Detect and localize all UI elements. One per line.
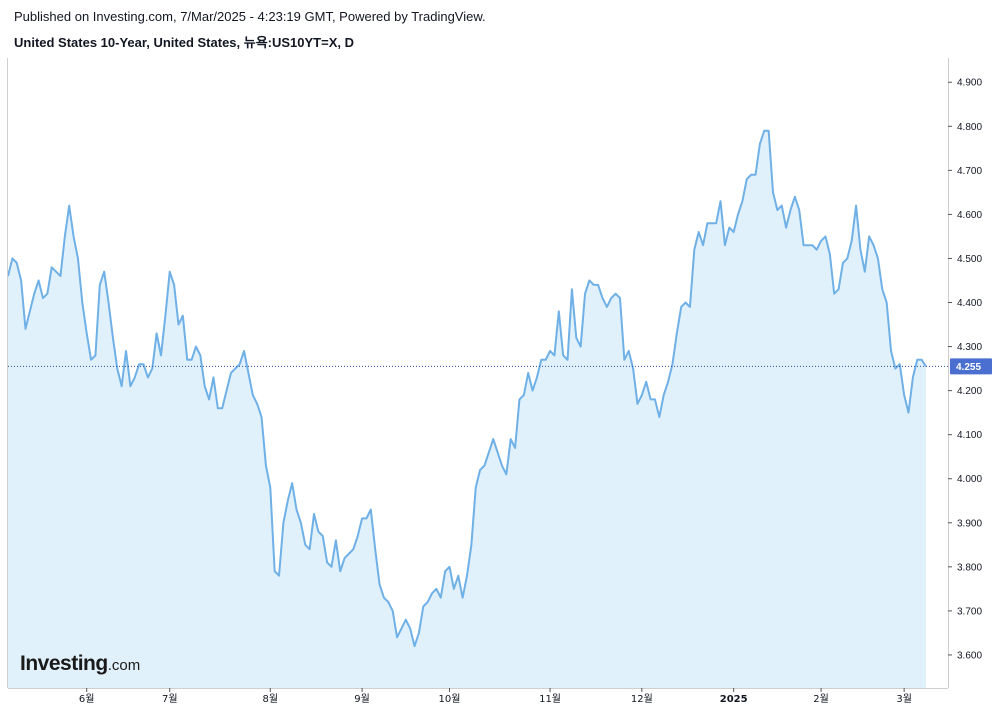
y-tick-label: 4.800	[957, 122, 982, 133]
x-tick-label: 6월	[79, 693, 95, 705]
instrument-title: United States 10-Year, United States, 뉴욕…	[14, 35, 355, 50]
logo-suffix-text: .com	[107, 657, 141, 674]
last-price-tag-label: 4.255	[956, 362, 981, 373]
y-tick-label: 4.100	[957, 430, 982, 441]
x-tick-label: 2월	[813, 693, 829, 705]
y-tick-label: 4.200	[957, 386, 982, 397]
y-tick-label: 3.800	[957, 562, 982, 573]
logo-main-text: Investing	[20, 652, 108, 675]
y-tick-label: 4.000	[957, 474, 982, 485]
x-tick-label: 8월	[263, 693, 279, 705]
investing-logo: Investing.com	[20, 652, 140, 676]
y-tick-label: 4.300	[957, 342, 982, 353]
y-tick-label: 3.900	[957, 518, 982, 529]
x-tick-label: 12월	[631, 693, 653, 705]
y-tick-label: 4.900	[957, 78, 982, 89]
x-tick-label: 7월	[162, 693, 178, 705]
series-line[interactable]	[7, 129, 927, 648]
y-tick-label: 4.700	[957, 166, 982, 177]
y-tick-label: 4.500	[957, 254, 982, 265]
x-tick-label: 3월	[896, 693, 912, 705]
y-tick-label: 3.700	[957, 606, 982, 617]
x-tick-label: 9월	[354, 693, 370, 705]
x-tick-label: 2025	[720, 694, 748, 705]
series-area-fill	[8, 130, 926, 688]
last-price-tag	[950, 358, 992, 375]
x-tick-label: 11월	[539, 693, 561, 705]
published-info: Published on Investing.com, 7/Mar/2025 -…	[14, 9, 486, 24]
y-tick-label: 4.400	[957, 298, 982, 309]
y-tick-label: 3.600	[957, 650, 982, 661]
x-tick-label: 10월	[439, 693, 461, 705]
y-tick-label: 4.600	[957, 210, 982, 221]
